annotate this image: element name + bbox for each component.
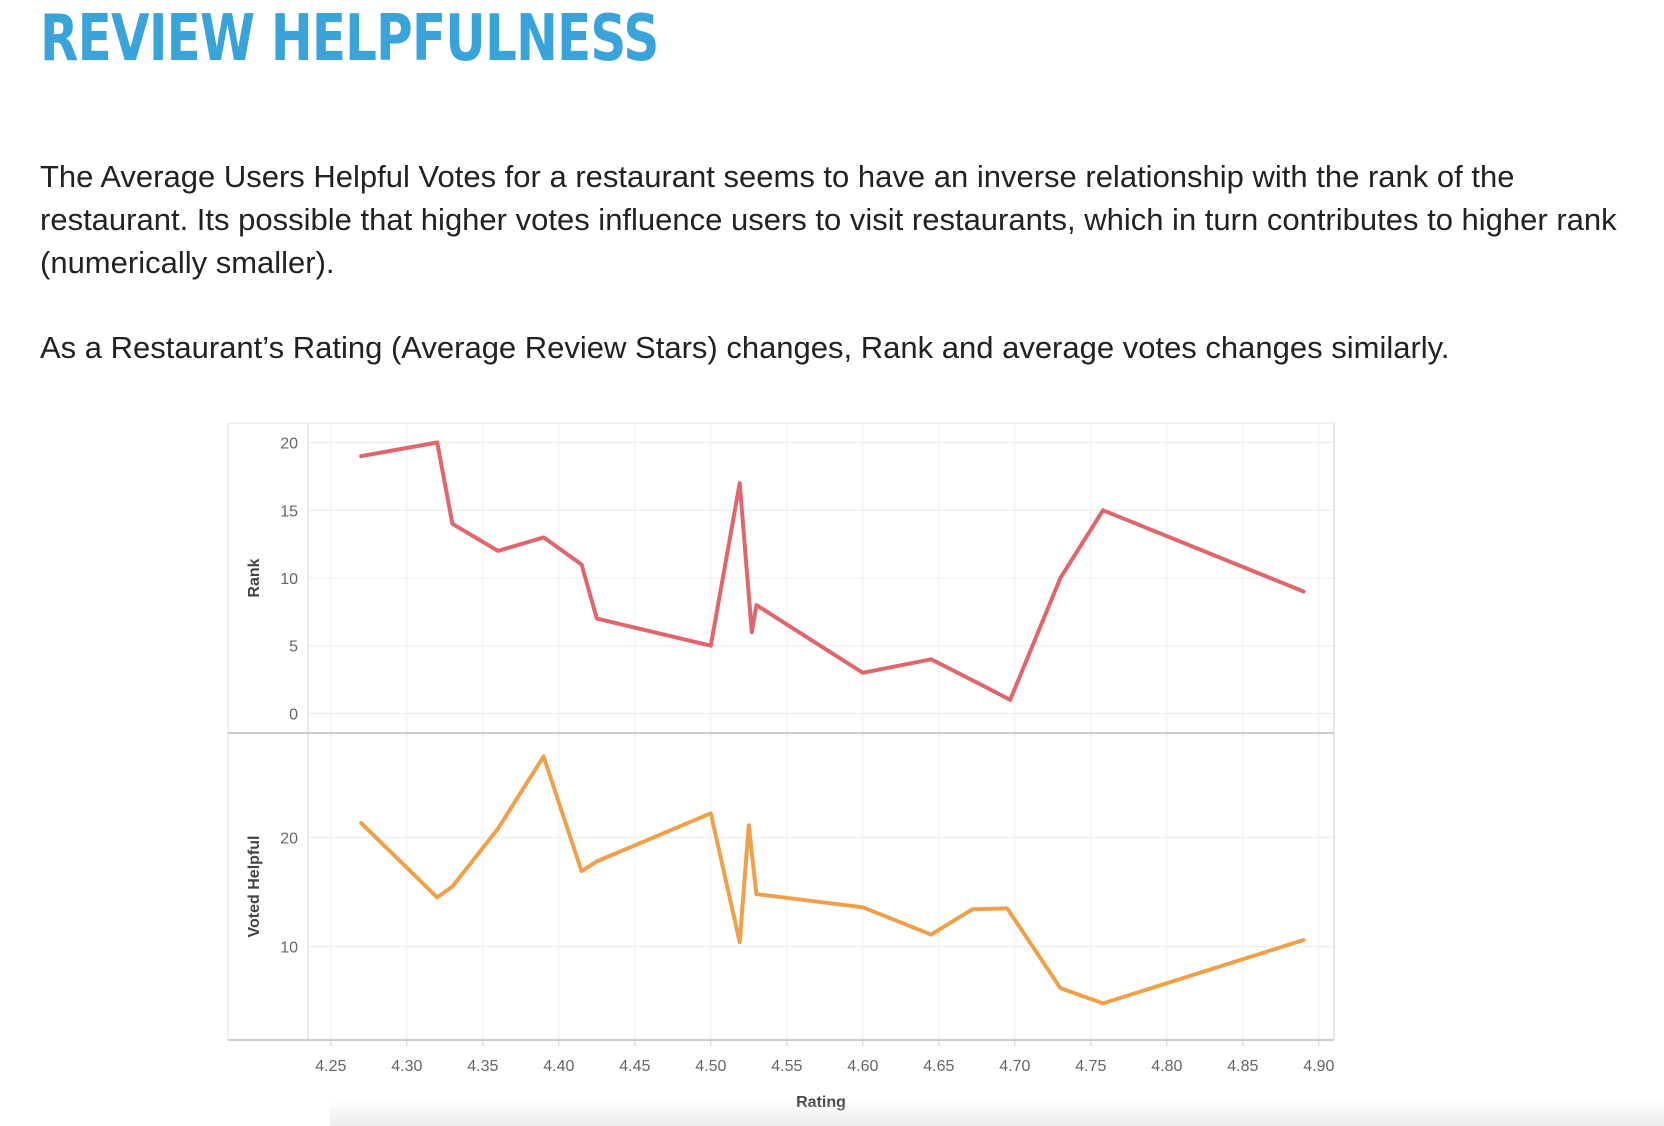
x-tick-label: 4.40 [543,1058,574,1075]
x-tick-label: 4.55 [771,1058,802,1075]
x-tick-label: 4.65 [923,1058,954,1075]
y-axis-label: Voted Helpful [246,836,263,938]
x-tick-label: 4.60 [847,1058,878,1075]
x-tick-label: 4.70 [999,1058,1030,1075]
y-axis-label: Rank [246,558,263,597]
y-tick-label: 5 [289,639,298,656]
page-title: REVIEW HELPFULNESS [40,2,659,76]
y-tick-label: 15 [280,503,298,520]
x-tick-label: 4.30 [391,1058,422,1075]
y-tick-label: 10 [280,571,298,588]
x-tick-label: 4.85 [1227,1058,1258,1075]
x-tick-label: 4.75 [1075,1058,1106,1075]
x-tick-label: 4.50 [695,1058,726,1075]
x-tick-label: 4.90 [1303,1058,1334,1075]
description-paragraph: The Average Users Helpful Votes for a re… [40,159,1617,280]
series-line [359,440,1306,702]
bottom-shadow [330,1100,1664,1126]
x-tick-label: 4.25 [315,1058,346,1075]
x-tick-label: 4.35 [467,1058,498,1075]
x-tick-label: 4.80 [1151,1058,1182,1075]
x-tick-label: 4.45 [619,1058,650,1075]
summary-paragraph: As a Restaurant’s Rating (Average Review… [40,330,1450,365]
y-tick-label: 20 [280,436,298,453]
y-tick-label: 0 [289,706,298,723]
y-tick-label: 20 [280,830,298,847]
series-line [359,754,1306,1006]
y-tick-label: 10 [280,940,298,957]
